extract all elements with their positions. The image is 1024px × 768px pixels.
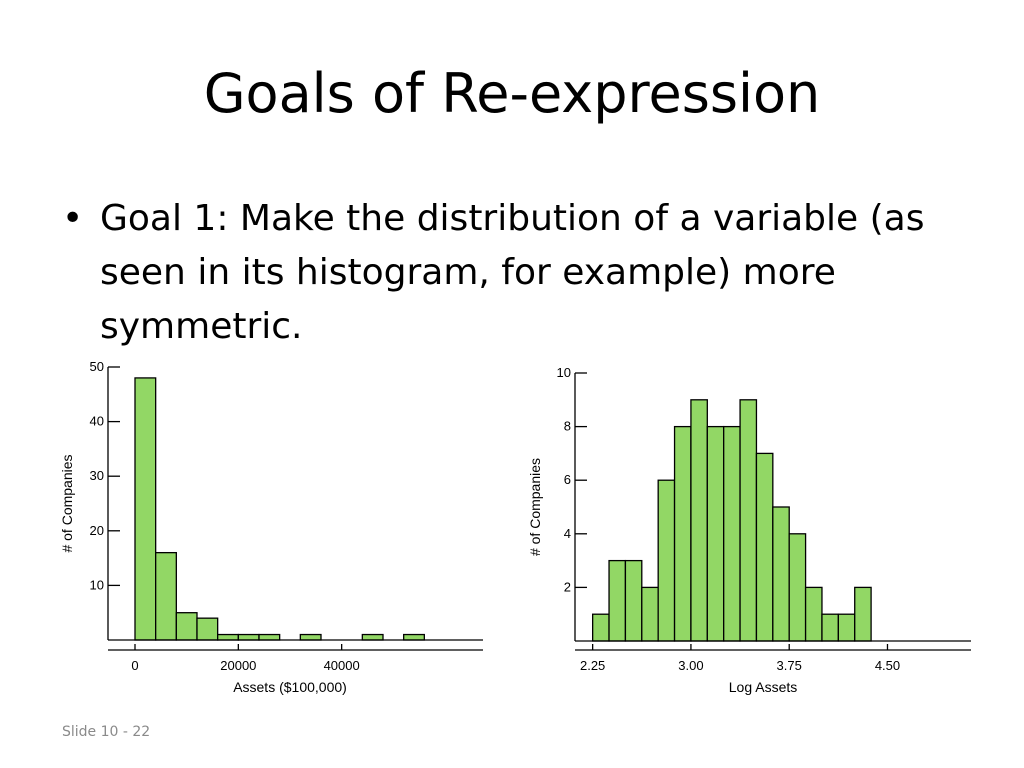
histogram-bar [592, 613, 610, 642]
y-tick-label: 8 [564, 419, 571, 434]
histogram-bar [772, 506, 790, 642]
histogram-bar [673, 425, 692, 642]
histogram-bar [196, 617, 219, 641]
slide-title: Goals of Re-expression [203, 62, 821, 125]
y-tick-label: 4 [564, 526, 571, 541]
y-tick-label: 10 [557, 365, 571, 380]
x-tick-label: 3.75 [777, 658, 802, 673]
x-tick-label: 4.50 [875, 658, 900, 673]
y-axis-label: # of Companies [59, 454, 75, 552]
histogram-log-assets: 2 4 6 8 10 2.25 3.00 3.75 4.50 Log Assets # of Com… [527, 365, 971, 695]
slide-number: Slide 10 - 22 [62, 724, 151, 740]
histogram-bar [641, 586, 659, 642]
histogram-bar [175, 612, 198, 641]
y-tick-label: 20 [90, 523, 104, 538]
histogram-bar [739, 399, 758, 642]
histogram-bar [837, 613, 856, 642]
x-axis-label: Assets ($100,000) [233, 679, 347, 695]
histogram-bar [155, 551, 177, 641]
histogram-bar [403, 633, 425, 641]
y-tick-label: 50 [90, 359, 104, 374]
histogram-bar [788, 533, 807, 642]
bullet-list: • Goal 1: Make the distribution of a var… [62, 192, 962, 354]
y-tick-label: 40 [90, 414, 104, 429]
histogram-bar [299, 633, 322, 641]
histogram-bar [608, 559, 627, 642]
histogram-bar [690, 399, 708, 642]
x-axis-label: Log Assets [729, 679, 798, 695]
y-tick-label: 30 [90, 468, 104, 483]
histogram-bar [624, 559, 643, 642]
histogram-bar [258, 633, 281, 641]
histogram-bar [755, 452, 774, 642]
x-tick-label: 0 [131, 658, 138, 673]
histogram-bar [723, 425, 741, 642]
y-axis-label: # of Companies [527, 458, 543, 556]
histogram-bar [854, 586, 872, 642]
y-tick-label: 2 [564, 579, 571, 594]
histogram-bar [237, 633, 260, 641]
bullet-icon: • [62, 198, 84, 239]
x-tick-label: 40000 [324, 658, 360, 673]
histogram-assets: 10 20 30 40 50 0 20000 40000 Assets ($100,000) # … [59, 359, 483, 695]
histogram-bar [361, 633, 384, 641]
bullet-text: Goal 1: Make the distribution of a varia… [100, 198, 925, 347]
y-tick-label: 10 [90, 577, 104, 592]
y-tick-label: 6 [564, 472, 571, 487]
histogram-bar [821, 613, 839, 642]
x-tick-label: 20000 [220, 658, 256, 673]
histogram-bar [134, 377, 157, 641]
x-tick-label: 3.00 [678, 658, 703, 673]
histogram-bar [706, 425, 725, 642]
histogram-bar [217, 633, 239, 641]
x-tick-label: 2.25 [580, 658, 605, 673]
histogram-bar [657, 479, 676, 642]
histogram-bar [804, 586, 823, 642]
